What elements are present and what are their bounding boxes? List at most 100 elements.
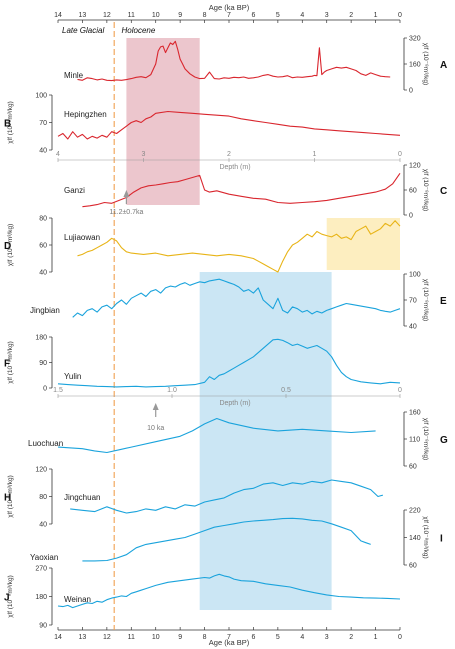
- y-axis-title-B: χlf (10⁻⁸m³/kg): [7, 101, 14, 143]
- panel-letter-J: J: [4, 593, 10, 604]
- y-axis-title-A: χlf (10⁻⁸m³/kg): [422, 43, 429, 85]
- age-tick-label: 0: [398, 12, 402, 19]
- y-tick-label-C: 120: [409, 163, 421, 170]
- y-tick-label-H: 40: [39, 522, 47, 529]
- age-tick-label: 4: [300, 634, 304, 641]
- age-tick-label: 2: [349, 12, 353, 19]
- depth-tick-label: 0: [398, 387, 402, 394]
- site-label-yaoxian: Yaoxian: [30, 553, 58, 562]
- y-axis-title-I: χlf (10⁻⁸m³/kg): [422, 516, 429, 558]
- age-tick-label: 5: [276, 634, 280, 641]
- depth-tick-label: 1.0: [167, 387, 177, 394]
- y-tick-label-B: 40: [39, 148, 47, 155]
- panel-letter-F: F: [4, 359, 10, 370]
- series-line-jingbian: [72, 278, 401, 318]
- age-tick-label: 14: [54, 634, 62, 641]
- age-tick-label: 3: [325, 12, 329, 19]
- depth-axis-title: Depth (m): [219, 400, 250, 407]
- age-tick-label: 2: [349, 634, 353, 641]
- series-line-jingchuan: [70, 479, 384, 514]
- age-tick-label: 6: [251, 634, 255, 641]
- site-label-ganzi: Ganzi: [64, 186, 85, 195]
- y-tick-label-G: 160: [409, 410, 421, 417]
- age-tick-label: 6: [251, 12, 255, 19]
- site-label-weinan: Weinan: [64, 595, 91, 604]
- depth-tick-label: 0: [398, 151, 402, 158]
- y-tick-label-B: 70: [39, 120, 47, 127]
- age-tick-label: 1: [374, 12, 378, 19]
- panel-letter-H: H: [4, 493, 11, 504]
- age-tick-label: 11: [128, 634, 135, 641]
- series-line-weinan: [57, 573, 401, 609]
- y-tick-label-H: 80: [39, 494, 47, 501]
- band-blue: [199, 272, 332, 610]
- y-axis-title-J: χlf (10⁻⁸m³/kg): [7, 575, 14, 617]
- panel-letter-I: I: [440, 534, 443, 545]
- site-label-luochuan: Luochuan: [28, 439, 63, 448]
- band-yellow: [326, 218, 400, 270]
- y-tick-label-I: 60: [409, 563, 417, 570]
- age-tick-label: 10: [152, 634, 160, 641]
- depth-tick-label: 4: [56, 151, 60, 158]
- y-tick-label-J: 270: [35, 566, 47, 573]
- y-axis-title-G: χlf (10⁻⁸m³/kg): [422, 418, 429, 460]
- site-label-jingchuan: Jingchuan: [64, 493, 100, 502]
- y-tick-label-G: 60: [409, 464, 417, 471]
- y-tick-label-F: 180: [35, 335, 47, 342]
- panel-letter-G: G: [440, 435, 448, 446]
- shaded-bands: [126, 38, 400, 610]
- age-axis-title: Age (ka BP): [209, 638, 250, 647]
- age-tick-label: 5: [276, 12, 280, 19]
- series: [57, 40, 401, 609]
- annotation-arrow-head: [152, 403, 159, 410]
- age-tick-label: 3: [325, 634, 329, 641]
- y-tick-label-A: 320: [409, 36, 421, 43]
- series-line-luochuan: [57, 417, 376, 454]
- y-tick-label-H: 120: [35, 467, 47, 474]
- series-line-yulin: [57, 338, 401, 388]
- series-line-yaoxian: [82, 517, 371, 562]
- site-label-yulin: Yulin: [64, 372, 81, 381]
- site-label-lujiaowan: Lujiaowan: [64, 233, 100, 242]
- age-tick-label: 12: [103, 12, 111, 19]
- depth-tick-label: 1.5: [53, 387, 63, 394]
- y-tick-label-B: 100: [35, 93, 47, 100]
- age-tick-label: 9: [178, 634, 182, 641]
- annotation-arrow-head: [123, 190, 130, 197]
- depth-tick-label: 0.5: [281, 387, 291, 394]
- panel-letter-D: D: [4, 241, 11, 252]
- age-tick-label: 13: [79, 12, 87, 19]
- y-tick-label-F: 0: [43, 386, 47, 393]
- age-tick-label: 0: [398, 634, 402, 641]
- age-tick-label: 4: [300, 12, 304, 19]
- depth-tick-label: 1: [313, 151, 317, 158]
- y-tick-label-E: 40: [409, 324, 417, 331]
- y-axis-title-C: χlf (10⁻⁸m³/kg): [422, 169, 429, 211]
- y-axis-title-H: χlf (10⁻⁸m³/kg): [7, 475, 14, 517]
- panel-letter-A: A: [440, 60, 447, 71]
- y-tick-label-E: 100: [409, 272, 421, 279]
- age-axis-title: Age (ka BP): [209, 3, 250, 12]
- y-axis-title-E: χlf (10⁻⁸m³/kg): [422, 279, 429, 321]
- period-late-glacial: Late Glacial: [62, 26, 104, 35]
- labels: Late Glacial Holocene A Minle B Hepingzhen C Ga…: [4, 26, 448, 604]
- depth-tick-label: 3: [142, 151, 146, 158]
- y-tick-label-I: 140: [409, 535, 421, 542]
- age-tick-label: 10: [152, 12, 160, 19]
- series-line-minle: [77, 40, 391, 82]
- age-tick-label: 11: [128, 12, 135, 19]
- y-tick-label-D: 40: [39, 270, 47, 277]
- depth-axis-title: Depth (m): [219, 164, 250, 171]
- age-tick-label: 8: [203, 634, 207, 641]
- age-tick-label: 7: [227, 12, 231, 19]
- annotation-label: 11.2±0.7ka: [109, 209, 143, 216]
- series-line-hepingzhen: [57, 110, 401, 140]
- series-line-lujiaowan: [77, 220, 401, 273]
- y-tick-label-D: 60: [39, 243, 47, 250]
- series-line-ganzi: [82, 172, 401, 208]
- age-tick-label: 13: [79, 634, 87, 641]
- period-holocene: Holocene: [122, 26, 156, 35]
- y-tick-label-E: 70: [409, 298, 417, 305]
